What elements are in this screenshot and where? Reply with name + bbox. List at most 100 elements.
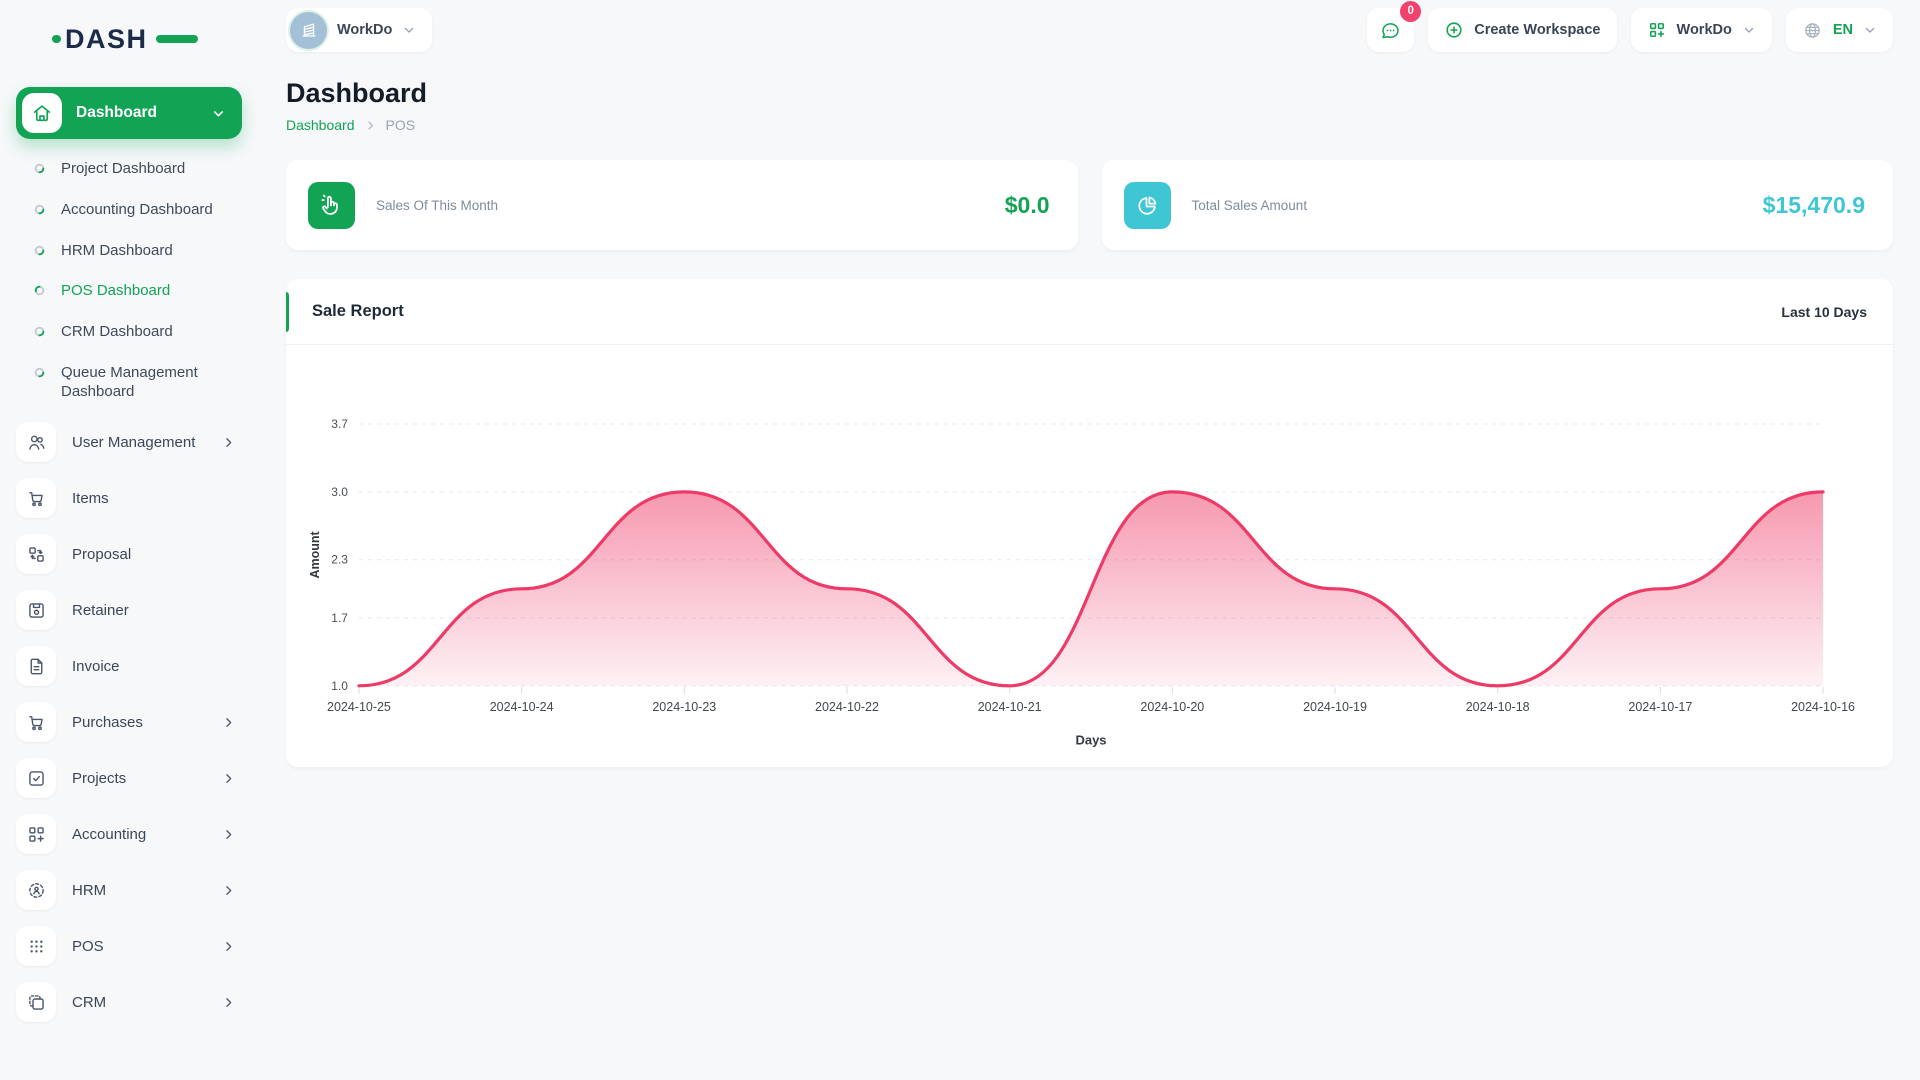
sidebar-item-pos-dashboard[interactable]: POS Dashboard — [24, 271, 242, 312]
sidebar-item-dashboard[interactable]: Dashboard — [16, 87, 242, 139]
home-icon — [22, 93, 62, 133]
svg-text:1.7: 1.7 — [331, 611, 348, 625]
workspace-switcher[interactable]: WorkDo — [286, 8, 433, 52]
breadcrumb-current: POS — [385, 117, 416, 133]
hand-click-icon — [308, 181, 355, 229]
globe-icon — [1805, 22, 1820, 38]
page-title: Dashboard — [286, 78, 428, 108]
sidebar-item-items[interactable]: Items — [16, 478, 242, 519]
cart-icon — [16, 702, 56, 743]
chevron-right-icon — [221, 715, 236, 730]
circle-bullet-icon — [34, 367, 45, 378]
svg-text:2024-10-20: 2024-10-20 — [1140, 700, 1204, 714]
sidebar-item-crm-dashboard[interactable]: CRM Dashboard — [24, 312, 242, 353]
sidebar-item-purchases[interactable]: Purchases — [16, 702, 242, 743]
chevron-right-icon — [221, 995, 236, 1010]
sidebar-item-hrm-dashboard[interactable]: HRM Dashboard — [24, 231, 242, 272]
svg-text:2024-10-16: 2024-10-16 — [1791, 700, 1855, 714]
chevron-right-icon — [221, 939, 236, 954]
dash-logo-icon: DASH — [52, 24, 198, 54]
area-chart-canvas: 1.0 1.7 2.3 3.0 3.7 2024-10-25 2024-10-24 2024-… — [308, 417, 1855, 748]
logo-text: DASH — [65, 24, 148, 54]
language-label: EN — [1832, 22, 1853, 38]
create-workspace-button[interactable]: Create Workspace — [1428, 8, 1617, 52]
plus-circle-icon — [1446, 22, 1462, 38]
stat-card-total-sales-amount: Total Sales Amount $15,470.9 — [1101, 160, 1893, 250]
sale-report-chart: 1.0 1.7 2.3 3.0 3.7 2024-10-25 2024-10-24 2024-… — [286, 345, 1893, 767]
topbar-actions: 0 Create Workspace WorkDo EN — [1367, 1, 1893, 52]
stat-card-sales-of-this-month: Sales Of This Month $0.0 — [286, 160, 1078, 250]
svg-text:2024-10-24: 2024-10-24 — [490, 700, 554, 714]
dots-grid-icon — [16, 926, 56, 967]
brand-logo[interactable]: DASH — [52, 20, 242, 61]
stat-value: $15,470.9 — [1762, 191, 1865, 218]
sidebar-item-proposal[interactable]: Proposal — [16, 534, 242, 575]
circle-bullet-icon — [34, 204, 45, 215]
sidebar-item-accounting-dashboard[interactable]: Accounting Dashboard — [24, 190, 242, 231]
sale-report-header: Sale Report Last 10 Days — [286, 279, 1893, 345]
user-menu[interactable]: WorkDo — [1630, 8, 1772, 52]
sidebar-item-accounting[interactable]: Accounting — [16, 814, 242, 855]
sidebar-item-user-management[interactable]: User Management — [16, 422, 242, 463]
svg-text:3.0: 3.0 — [331, 485, 348, 499]
chevron-right-icon — [221, 435, 236, 450]
workspace-grid-icon — [1649, 22, 1664, 38]
sidebar-item-pos[interactable]: POS — [16, 926, 242, 967]
svg-text:2024-10-23: 2024-10-23 — [652, 700, 716, 714]
svg-text:Amount: Amount — [308, 531, 322, 578]
svg-text:2024-10-21: 2024-10-21 — [978, 700, 1042, 714]
svg-text:2.3: 2.3 — [331, 553, 348, 567]
sidebar-item-hrm[interactable]: HRM — [16, 870, 242, 911]
workspace-avatar — [290, 11, 327, 49]
building-icon — [302, 23, 315, 37]
sidebar-main-menu: User Management Items Proposal — [16, 422, 242, 1023]
circle-bullet-icon — [34, 285, 45, 296]
chart-title: Sale Report — [312, 302, 404, 320]
chat-bubble-icon — [1382, 22, 1399, 38]
sidebar-item-retainer[interactable]: Retainer — [16, 590, 242, 631]
svg-text:3.7: 3.7 — [331, 417, 348, 431]
chart-range-label: Last 10 Days — [1781, 303, 1867, 320]
check-square-icon — [16, 758, 56, 799]
svg-text:2024-10-19: 2024-10-19 — [1303, 700, 1367, 714]
messages-button[interactable]: 0 — [1367, 1, 1422, 52]
circle-bullet-icon — [34, 326, 45, 337]
svg-text:2024-10-18: 2024-10-18 — [1466, 700, 1530, 714]
hrm-person-circle-icon — [16, 870, 56, 911]
stat-label: Total Sales Amount — [1191, 197, 1308, 213]
svg-text:Days: Days — [1075, 733, 1106, 748]
workspace-name: WorkDo — [337, 22, 393, 38]
sidebar-item-project-dashboard[interactable]: Project Dashboard — [24, 149, 242, 190]
stat-label: Sales Of This Month — [376, 197, 499, 213]
dashboard-submenu: Project Dashboard Accounting Dashboard H… — [16, 149, 242, 412]
cart-icon — [16, 478, 56, 519]
main-content: WorkDo 0 Create Workspace Wor — [262, 0, 1920, 1080]
sidebar-item-projects[interactable]: Projects — [16, 758, 242, 799]
messages-count-badge: 0 — [1400, 1, 1422, 22]
users-icon — [16, 422, 56, 463]
retainer-icon — [16, 590, 56, 631]
chevron-right-icon — [221, 827, 236, 842]
svg-text:2024-10-25: 2024-10-25 — [327, 700, 391, 714]
stat-value: $0.0 — [1004, 191, 1050, 218]
pie-chart-icon — [1123, 181, 1171, 229]
user-menu-label: WorkDo — [1676, 22, 1732, 38]
circle-bullet-icon — [34, 163, 45, 174]
stat-cards: Sales Of This Month $0.0 Total Sales Amo… — [286, 160, 1893, 250]
svg-text:1.0: 1.0 — [331, 679, 348, 693]
sidebar-item-crm[interactable]: CRM — [16, 982, 242, 1023]
sidebar-item-invoice[interactable]: Invoice — [16, 646, 242, 687]
proposal-icon — [16, 534, 56, 575]
grid-plus-icon — [16, 814, 56, 855]
sidebar-item-queue-management-dashboard[interactable]: Queue Management Dashboard — [24, 353, 242, 413]
svg-text:2024-10-17: 2024-10-17 — [1628, 700, 1692, 714]
circle-bullet-icon — [34, 245, 45, 256]
breadcrumb-link-dashboard[interactable]: Dashboard — [286, 117, 355, 133]
language-menu[interactable]: EN — [1785, 8, 1893, 52]
sidebar-nav: Dashboard Project Dashboard Accounting — [16, 87, 242, 1023]
chevron-down-icon — [1865, 27, 1875, 33]
chevron-down-icon — [405, 27, 414, 33]
chevron-right-icon — [221, 771, 236, 786]
chevron-right-icon — [221, 883, 236, 898]
